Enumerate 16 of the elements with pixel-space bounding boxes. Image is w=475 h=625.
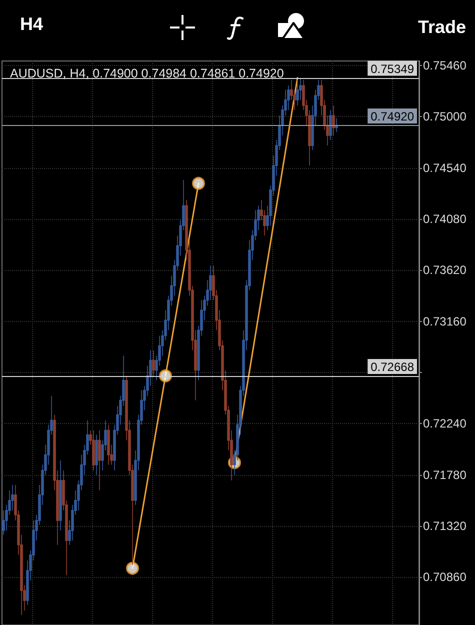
y-tick-label: 0.73160	[423, 314, 467, 328]
ref-line-label: 0.74920	[370, 110, 414, 124]
chart-title: AUDUSD, H4, 0.74900 0.74984 0.74861 0.74920	[10, 66, 284, 80]
ref-line-label: 0.72668	[370, 360, 414, 374]
y-tick-label: 0.75000	[423, 110, 467, 124]
text: H4	[20, 13, 44, 35]
ref-line-label: 0.75349	[370, 62, 414, 76]
y-tick-label: 0.73620	[423, 263, 467, 278]
y-tick-label: 0.71320	[423, 518, 467, 533]
y-tick-label: 0.72240	[423, 416, 467, 431]
y-tick-label: 0.70860	[423, 570, 467, 584]
y-tick-label: 0.74540	[423, 160, 467, 175]
y-tick-label: 0.75460	[423, 58, 467, 72]
y-tick-label: 0.71780	[423, 468, 467, 482]
y-tick-label: 0.74080	[423, 212, 467, 226]
text: Trade	[418, 16, 466, 38]
